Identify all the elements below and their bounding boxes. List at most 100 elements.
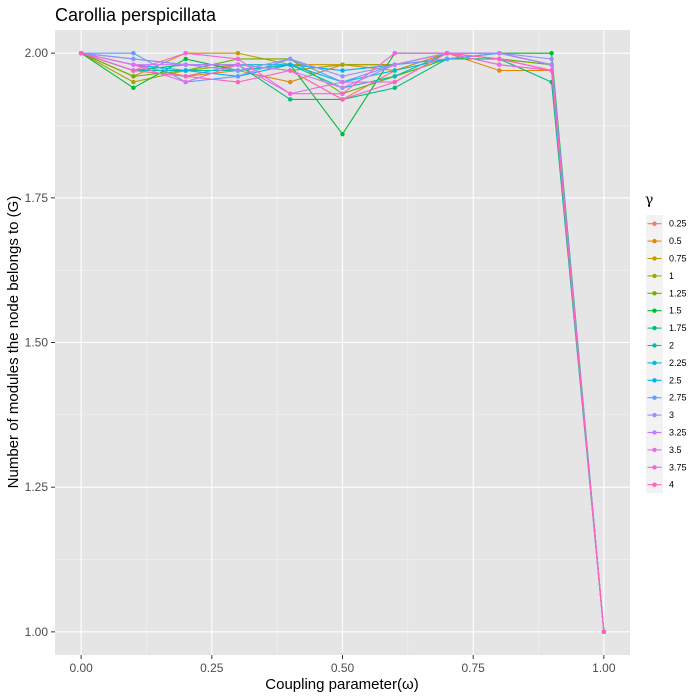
y-tick-label: 2.00: [25, 46, 49, 60]
data-point: [392, 79, 397, 85]
legend-label: 2.5: [669, 375, 682, 385]
data-point: [131, 50, 136, 56]
legend-key-point: [652, 221, 657, 226]
data-point: [288, 56, 293, 62]
y-axis-title: Number of modules the node belongs to (G…: [5, 196, 22, 489]
data-point: [183, 74, 188, 79]
data-point: [549, 50, 554, 56]
legend-label: 3.5: [669, 445, 682, 455]
legend-label: 1.5: [669, 306, 682, 316]
legend-label: 2: [669, 341, 674, 351]
legend-label: 2.25: [669, 358, 687, 368]
legend-item: 2.25: [646, 354, 687, 372]
data-point: [235, 62, 241, 67]
data-point: [392, 68, 397, 73]
legend-item: 0.75: [646, 249, 687, 268]
data-point: [340, 131, 345, 137]
data-point: [549, 62, 554, 67]
legend-key-point: [652, 273, 657, 279]
data-point: [340, 74, 345, 79]
legend-label: 4: [669, 480, 674, 490]
legend-item: 2.75: [646, 389, 687, 407]
data-point: [497, 62, 502, 67]
data-point: [340, 85, 345, 91]
data-point: [131, 79, 136, 85]
data-point: [340, 97, 345, 102]
grid-layer: [55, 30, 630, 655]
legend-item: 3.75: [646, 458, 687, 476]
data-point: [497, 68, 502, 73]
data-point: [288, 62, 293, 67]
legend-key-point: [652, 360, 657, 366]
data-point: [601, 629, 607, 635]
x-tick-label: 0.50: [331, 661, 355, 675]
data-point: [288, 97, 293, 102]
legend-label: 0.25: [669, 219, 687, 229]
series-4: [78, 50, 607, 635]
legend-key-point: [652, 395, 657, 400]
data-point: [340, 68, 345, 73]
legend-item: 2: [646, 336, 674, 355]
legend-title: γ: [645, 192, 653, 208]
legend-label: 0.5: [669, 236, 682, 246]
legend-item: 0.5: [646, 232, 682, 250]
x-axis-title: Coupling parameter(ω): [265, 676, 418, 693]
legend-label: 1: [669, 271, 674, 281]
legend-item: 4: [646, 476, 674, 494]
legend-item: 1.75: [646, 319, 687, 337]
x-tick-label: 1.00: [592, 661, 616, 675]
data-point: [444, 50, 450, 56]
data-point: [183, 50, 188, 56]
data-point: [183, 79, 188, 85]
y-tick-label: 1.50: [25, 336, 49, 350]
data-point: [288, 91, 293, 96]
y-tick-label: 1.00: [25, 625, 49, 639]
legend-key-point: [652, 238, 657, 244]
data-point: [288, 79, 293, 85]
legend-label: 1.25: [669, 288, 687, 298]
legend-key-point: [652, 308, 657, 313]
data-point: [549, 68, 554, 73]
legend-key-point: [652, 291, 657, 296]
legend-key-point: [652, 256, 657, 261]
data-point: [183, 68, 188, 73]
legend-label: 3: [669, 410, 674, 420]
data-point: [131, 74, 136, 79]
legend-item: 0.25: [646, 215, 687, 233]
data-point: [392, 62, 397, 67]
data-point: [235, 68, 241, 73]
legend-key-point: [652, 325, 657, 331]
legend: γ 0.25 0.5 0.75 1 1.25 1.5 1.75 2 2.25 2.5 2.75 3 3.…: [645, 192, 687, 494]
y-tick-label: 1.25: [25, 480, 49, 494]
data-point: [392, 74, 397, 79]
legend-item: 1: [646, 267, 674, 285]
data-point: [235, 79, 241, 85]
legend-key-point: [652, 343, 657, 348]
data-point: [340, 91, 345, 96]
data-point: [235, 56, 241, 62]
legend-label: 3.75: [669, 462, 687, 472]
x-tick-label: 0.00: [69, 661, 93, 675]
data-point: [444, 56, 450, 62]
data-point: [497, 56, 502, 62]
legend-item: 3.25: [646, 423, 687, 442]
legend-label: 3.25: [669, 428, 687, 438]
axis-layer: 0.00 0.25 0.50 0.75 1.00 1.00 1.25 1.50 1.75 2.00: [25, 46, 616, 675]
chart-title: Carollia perspicillata: [55, 5, 217, 25]
data-point: [340, 62, 345, 67]
data-point: [131, 68, 136, 73]
legend-label: 2.75: [669, 393, 687, 403]
legend-item: 2.5: [646, 371, 682, 389]
data-point: [549, 56, 554, 62]
legend-key-point: [652, 447, 657, 453]
data-point: [497, 50, 502, 56]
legend-label: 0.75: [669, 254, 687, 264]
legend-key-point: [652, 430, 657, 435]
legend-key-point: [652, 465, 657, 470]
data-point: [235, 50, 241, 56]
data-point: [131, 85, 136, 91]
data-point: [183, 56, 188, 62]
legend-item: 1.25: [646, 284, 687, 302]
